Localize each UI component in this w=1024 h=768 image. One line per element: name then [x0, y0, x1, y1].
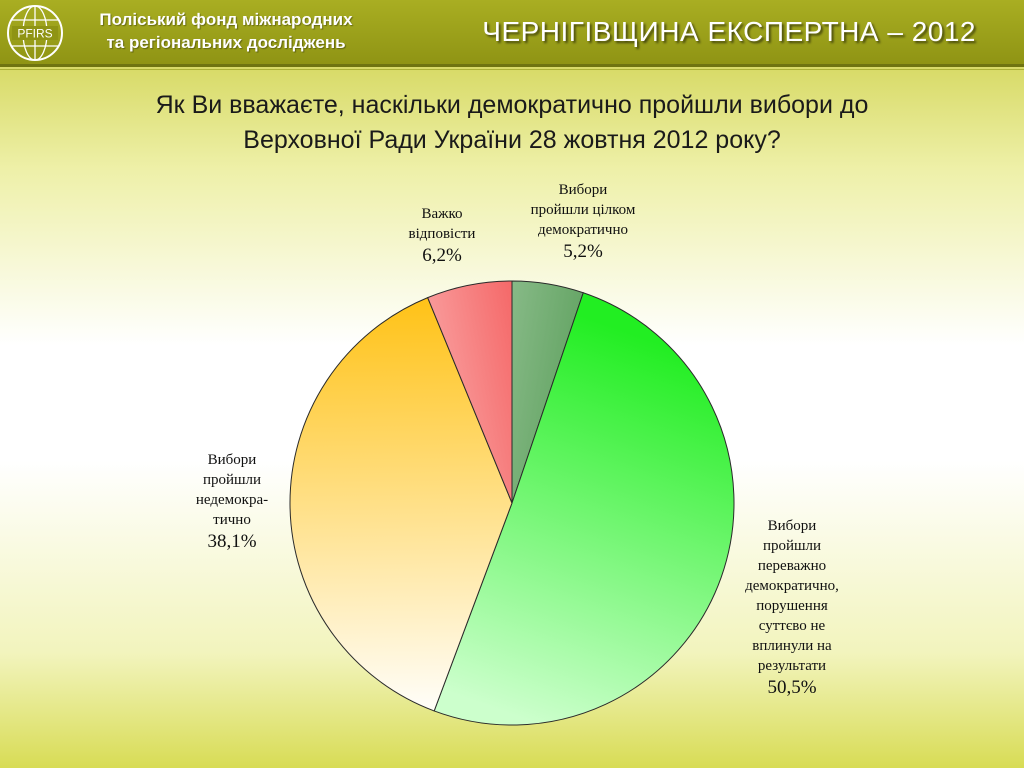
pfirs-logo: PFIRS	[7, 5, 63, 61]
slice-label-mostly-democratic: Вибори пройшли переважно демократично, п…	[720, 516, 864, 700]
pie-slice-undemocratic	[289, 296, 513, 712]
slice-label-text: Вибори пройшли переважно демократично, п…	[745, 518, 839, 674]
slice-label-text: Важко відповісти	[408, 206, 476, 242]
slice-label-text: Вибори пройшли недемокра- тично	[195, 452, 269, 528]
slice-label-undemocratic: Вибори пройшли недемокра- тично 38,1%	[170, 450, 294, 554]
slice-label-text: Вибори пройшли цілком демократично	[530, 182, 636, 238]
organization-name: Поліський фонд міжнародних та регіональн…	[76, 8, 376, 54]
org-name-line-2: та регіональних досліджень	[106, 33, 346, 52]
slice-value-label: 38,1%	[207, 531, 257, 552]
question-line-1: Як Ви вважаєте, наскільки демократично п…	[155, 91, 869, 119]
slice-value-label: 6,2%	[422, 245, 462, 266]
logo-text: PFIRS	[17, 27, 52, 41]
pie-slice-hard-to-answer	[427, 280, 513, 504]
slice-label-fully-democratic: Вибори пройшли цілком демократично 5,2%	[500, 180, 666, 264]
header-bar	[0, 0, 1024, 64]
slice-label-hard-to-answer: Важко відповісти 6,2%	[382, 204, 502, 268]
slice-value-label: 5,2%	[563, 241, 603, 262]
pie-slice-mostly-democratic	[433, 292, 735, 726]
header-divider-thin	[0, 69, 1024, 70]
brand-title: ЧЕРНІГІВЩИНА ЕКСПЕРТНА – 2012	[482, 16, 976, 47]
survey-question: Як Ви вважаєте, наскільки демократично п…	[60, 88, 964, 158]
question-line-2: Верховної Ради України 28 жовтня 2012 ро…	[243, 126, 781, 154]
org-name-line-1: Поліський фонд міжнародних	[99, 10, 353, 29]
header-divider	[0, 64, 1024, 67]
slice-value-label: 50,5%	[767, 677, 817, 698]
